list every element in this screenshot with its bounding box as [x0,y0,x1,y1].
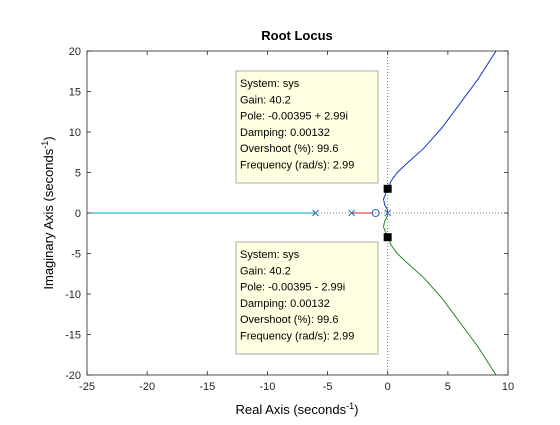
pole-marker-1 [312,209,319,217]
x-axis-label-end: ) [354,402,358,417]
pole-marker-stroke-b [312,209,319,217]
datatip-line: Frequency (rad/s): 2.99 [240,160,354,172]
y-tick-label: 10 [69,127,81,139]
y-tick-label: 15 [69,87,81,99]
x-axis-label: Real Axis (seconds-1) [236,401,359,417]
chart-title: Root Locus [261,28,333,43]
datatip-line: Damping: 0.00132 [240,127,330,139]
datatip-box [235,70,379,184]
x-tick-label: -20 [139,381,155,393]
y-tick-label: -20 [65,370,81,382]
locus-branch-blue [382,50,497,214]
datatip-point-1 [383,184,392,193]
datatip-line: Overshoot (%): 99.6 [240,314,338,326]
x-axis-label-sup: -1 [346,401,354,411]
datatips: System: sys Gain: 40.2 Pole: -0.00395 + 2.… [235,70,379,355]
datatip-2: System: sys Gain: 40.2 Pole: -0.00395 - 2.… [235,241,379,355]
y-tick-label: -5 [71,249,81,261]
x-tick-label: -15 [199,381,215,393]
y-axis-label-sup: -1 [40,141,50,149]
datatip-line: Pole: -0.00395 + 2.99i [240,111,348,123]
x-tick-label: 5 [445,381,451,393]
x-tick-label: -5 [323,381,333,393]
datatip-line: Damping: 0.00132 [240,298,330,310]
pole-marker-3 [384,209,392,217]
zero-marker-1 [371,209,380,217]
y-tick-label: 5 [75,168,81,180]
locus-branches [87,50,497,376]
y-axis-label-end: ) [41,136,56,140]
pole-marker-stroke-b [384,209,392,217]
locus-branch-green [382,212,497,376]
datatip-point-2 [383,233,392,242]
datatip-line: Pole: -0.00395 - 2.99i [240,282,345,294]
x-tick-label: -10 [259,381,275,393]
y-axis-label-main: Imaginary Axis (seconds [41,148,56,289]
datatip-line: System: sys [240,78,300,90]
datatip-line: Overshoot (%): 99.6 [240,143,338,155]
datatip-line: Gain: 40.2 [240,94,291,106]
datatip-line: System: sys [240,249,300,261]
y-tick-label: 20 [69,46,81,58]
y-tick-label: -10 [65,289,81,301]
pole-zero-markers [312,209,392,217]
pole-marker-2 [348,209,355,217]
y-axis-label: Imaginary Axis (seconds-1) [40,136,56,289]
pole-marker-stroke-b [348,209,355,217]
y-tick-label: 0 [75,208,81,220]
datatip-line: Gain: 40.2 [240,265,291,277]
datatip-box [235,241,379,355]
x-axis-label-main: Real Axis (seconds [236,402,347,417]
datatip-1: System: sys Gain: 40.2 Pole: -0.00395 + 2.… [235,70,379,184]
x-tick-label: 0 [385,381,391,393]
y-tick-label: -15 [65,330,81,342]
x-tick-label: -25 [79,381,95,393]
datatip-line: Frequency (rad/s): 2.99 [240,331,354,343]
x-tick-label: 10 [502,381,514,393]
selected-points [383,184,392,242]
